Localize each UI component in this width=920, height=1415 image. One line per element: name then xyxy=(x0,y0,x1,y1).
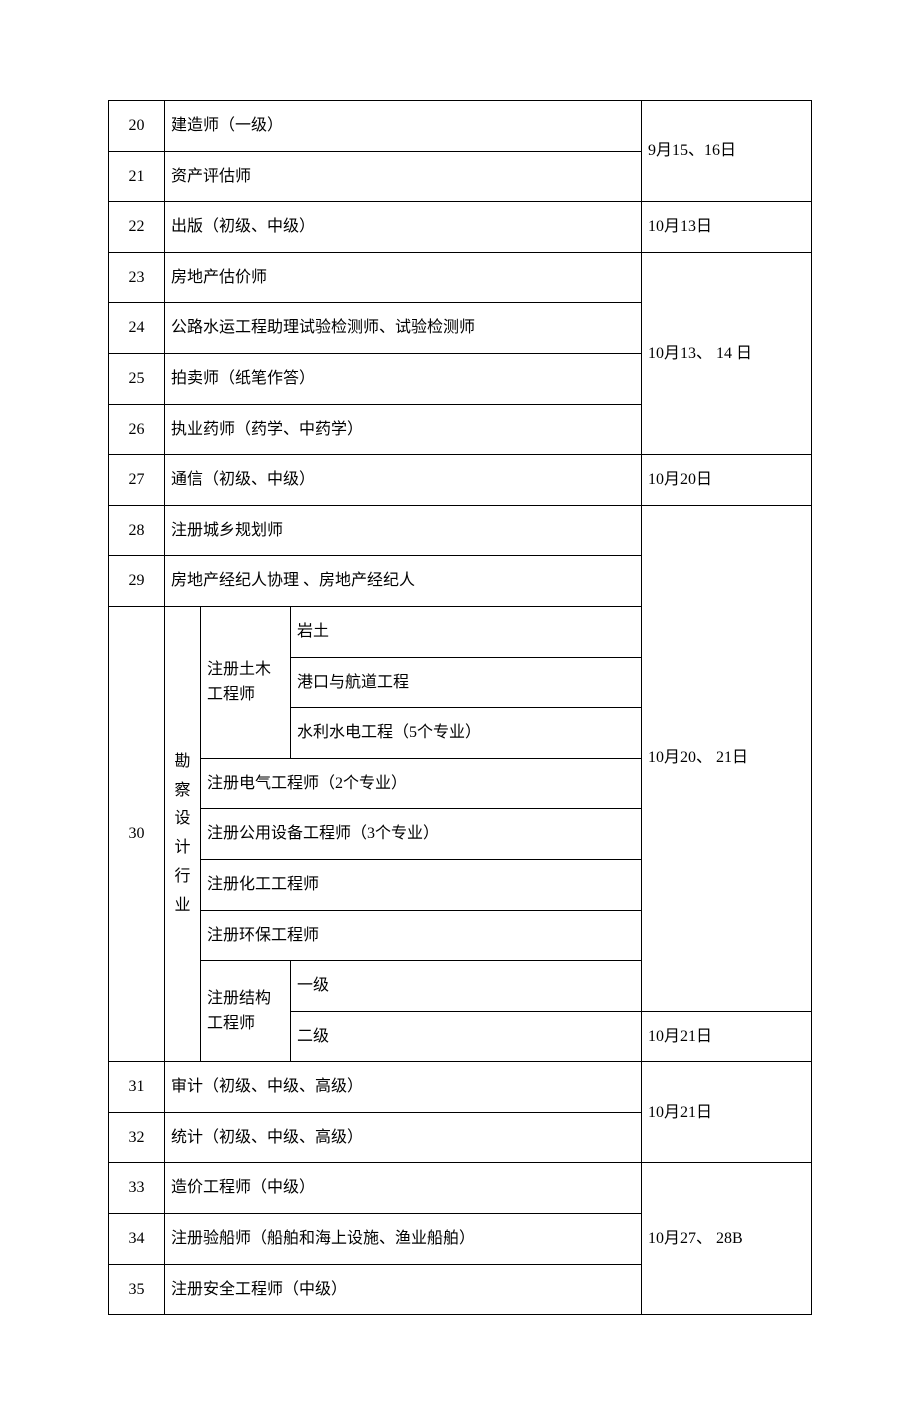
exam-spec: 二级 xyxy=(291,1011,642,1062)
exam-name: 资产评估师 xyxy=(165,151,642,202)
exam-date: 10月21日 xyxy=(642,1011,812,1062)
row-number: 31 xyxy=(109,1062,165,1113)
exam-spec: 一级 xyxy=(291,961,642,1012)
row-number: 34 xyxy=(109,1214,165,1265)
row-number: 23 xyxy=(109,252,165,303)
exam-date: 10月20、 21日 xyxy=(642,505,812,1011)
exam-subcategory: 注册公用设备工程师（3个专业） xyxy=(201,809,642,860)
exam-spec: 港口与航道工程 xyxy=(291,657,642,708)
exam-spec: 水利水电工程（5个专业） xyxy=(291,708,642,759)
row-number: 28 xyxy=(109,505,165,556)
exam-name: 执业药师（药学、中药学） xyxy=(165,404,642,455)
exam-date: 10月20日 xyxy=(642,455,812,506)
exam-subcategory: 注册电气工程师（2个专业） xyxy=(201,758,642,809)
exam-name: 出版（初级、中级） xyxy=(165,202,642,253)
row-number: 35 xyxy=(109,1264,165,1315)
exam-name: 注册验船师（船舶和海上设施、渔业船舶） xyxy=(165,1214,642,1265)
exam-name: 审计（初级、中级、高级） xyxy=(165,1062,642,1113)
exam-subcategory: 注册化工工程师 xyxy=(201,859,642,910)
row-number: 32 xyxy=(109,1112,165,1163)
exam-date: 10月13日 xyxy=(642,202,812,253)
row-number: 30 xyxy=(109,606,165,1061)
exam-name: 建造师（一级） xyxy=(165,101,642,152)
exam-date: 10月13、 14 日 xyxy=(642,252,812,454)
row-number: 25 xyxy=(109,353,165,404)
exam-category: 勘察设计行业 xyxy=(165,606,201,1061)
exam-name: 注册安全工程师（中级） xyxy=(165,1264,642,1315)
row-number: 24 xyxy=(109,303,165,354)
exam-schedule-table: 20 建造师（一级） 9月15、16日 21 资产评估师 22 出版（初级、中级… xyxy=(108,100,812,1315)
exam-spec: 岩土 xyxy=(291,606,642,657)
exam-name: 注册城乡规划师 xyxy=(165,505,642,556)
exam-name: 通信（初级、中级） xyxy=(165,455,642,506)
row-number: 29 xyxy=(109,556,165,607)
row-number: 26 xyxy=(109,404,165,455)
exam-name: 统计（初级、中级、高级） xyxy=(165,1112,642,1163)
exam-name: 房地产经纪人协理 、房地产经纪人 xyxy=(165,556,642,607)
row-number: 20 xyxy=(109,101,165,152)
exam-name: 公路水运工程助理试验检测师、试验检测师 xyxy=(165,303,642,354)
exam-name: 拍卖师（纸笔作答） xyxy=(165,353,642,404)
row-number: 27 xyxy=(109,455,165,506)
exam-name: 房地产估价师 xyxy=(165,252,642,303)
exam-subcategory: 注册环保工程师 xyxy=(201,910,642,961)
row-number: 21 xyxy=(109,151,165,202)
exam-subcategory: 注册结构工程师 xyxy=(201,961,291,1062)
exam-date: 10月21日 xyxy=(642,1062,812,1163)
row-number: 22 xyxy=(109,202,165,253)
exam-subcategory: 注册土木工程师 xyxy=(201,606,291,758)
row-number: 33 xyxy=(109,1163,165,1214)
exam-date: 9月15、16日 xyxy=(642,101,812,202)
exam-date: 10月27、 28B xyxy=(642,1163,812,1315)
exam-category-text: 勘察设计行业 xyxy=(175,748,191,921)
exam-name: 造价工程师（中级） xyxy=(165,1163,642,1214)
